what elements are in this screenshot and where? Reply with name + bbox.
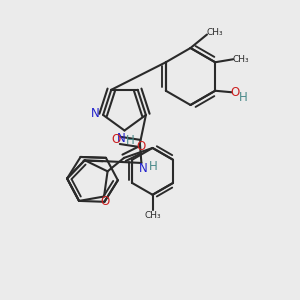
Text: O: O: [111, 133, 121, 146]
Text: CH₃: CH₃: [144, 211, 161, 220]
Text: O: O: [100, 195, 109, 208]
Text: H: H: [125, 134, 134, 147]
Text: H: H: [149, 160, 158, 173]
Text: O: O: [137, 140, 146, 153]
Text: O: O: [230, 86, 239, 99]
Text: CH₃: CH₃: [206, 28, 223, 37]
Text: CH₃: CH₃: [232, 55, 249, 64]
Text: N: N: [117, 131, 126, 145]
Text: N: N: [139, 163, 147, 176]
Text: N: N: [91, 107, 100, 120]
Text: H: H: [239, 91, 248, 104]
